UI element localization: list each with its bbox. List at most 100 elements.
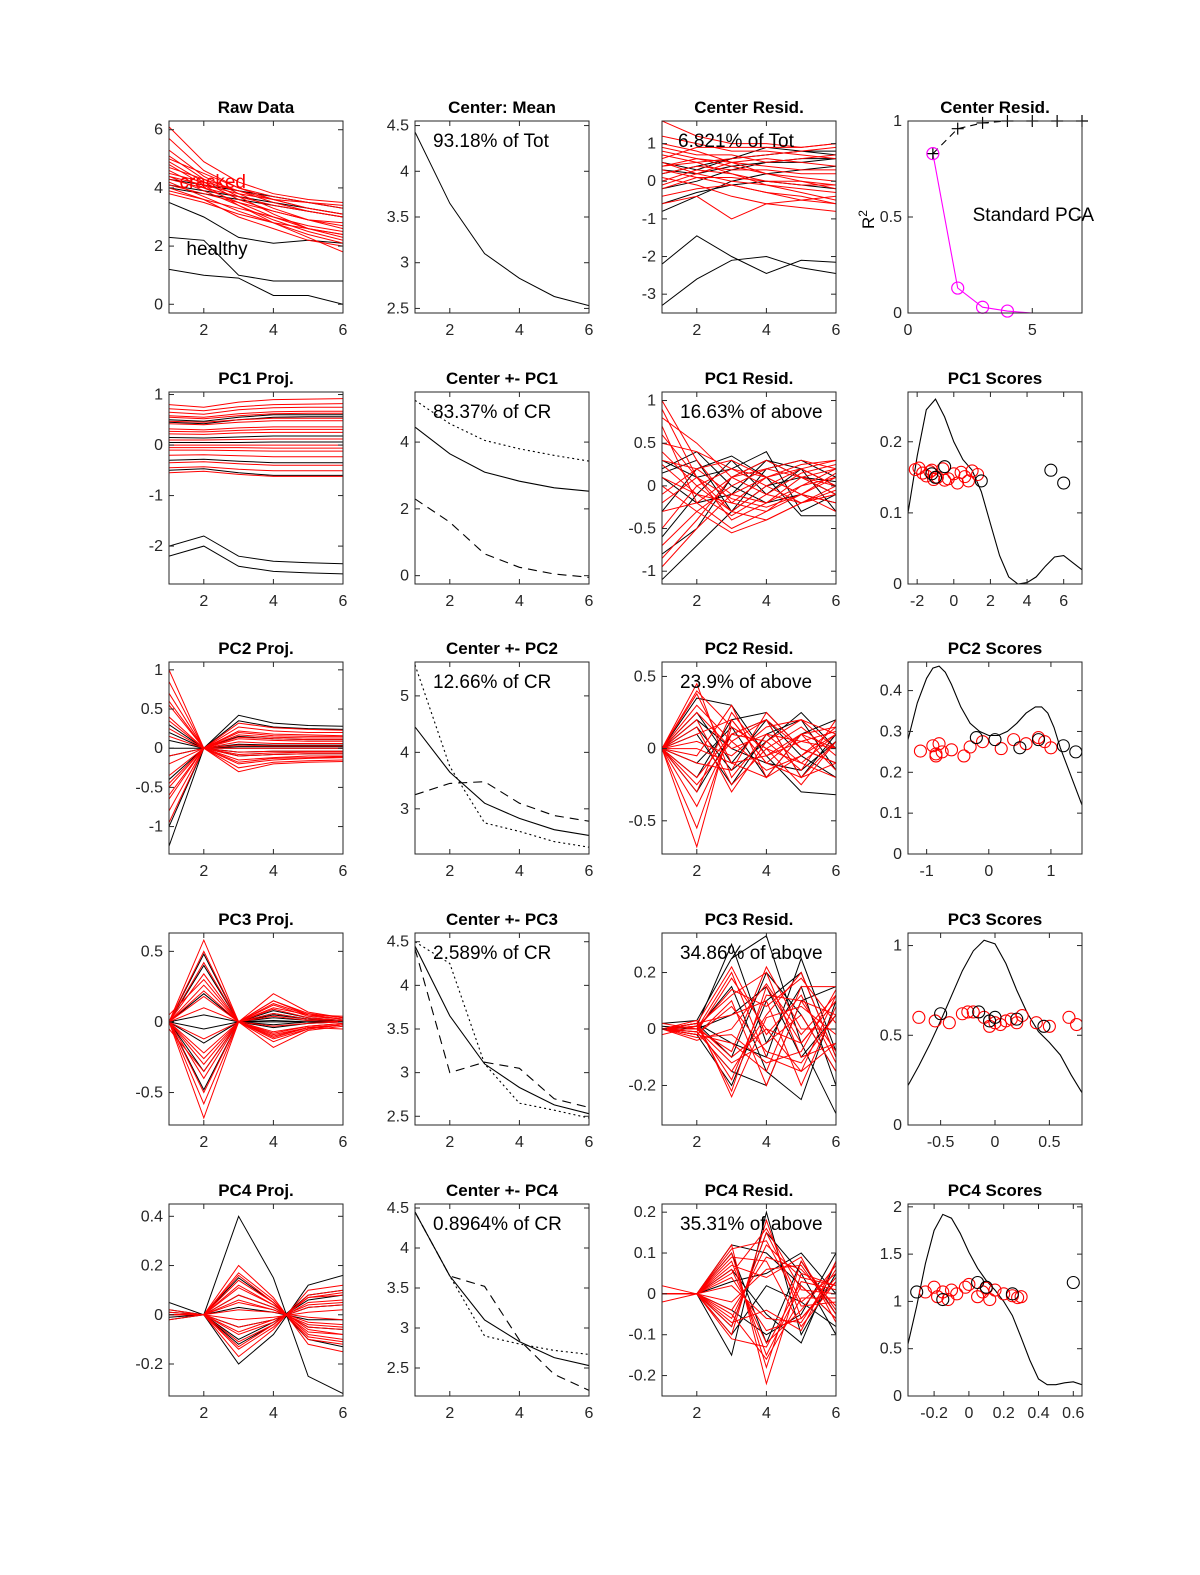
axes-box xyxy=(414,1203,590,1397)
panel-title: PC3 Scores xyxy=(948,910,1043,929)
x-tick-label-1: 4 xyxy=(269,593,278,610)
x-tick-label-0: 2 xyxy=(445,1405,454,1422)
y-tick-label-1: 0.1 xyxy=(880,505,902,522)
score-point-19 xyxy=(938,460,952,474)
axes-box xyxy=(661,1203,837,1397)
series-line-13 xyxy=(169,426,343,431)
series-line-23 xyxy=(662,719,836,786)
score-point-20 xyxy=(1056,739,1070,753)
series-line-6 xyxy=(169,126,343,203)
series-line-12 xyxy=(169,716,343,757)
series-line-21 xyxy=(169,1284,343,1335)
panel-pc1scores: -2 0 2 4 6 0 0.1 0.2 PC1 Scores xyxy=(880,369,1083,610)
y-tick-label-4: 4.5 xyxy=(387,1200,409,1217)
score-point-9 xyxy=(994,742,1008,756)
curve-2 xyxy=(415,1211,589,1391)
y-tick-label-0: 2.5 xyxy=(387,1108,409,1125)
y-tick-label-2: 0 xyxy=(647,1286,656,1303)
y-tick-label-0: -0.2 xyxy=(135,1356,163,1373)
panel-title: PC3 Proj. xyxy=(218,910,294,929)
x-tick-label-1: 0 xyxy=(991,1134,1000,1151)
panel-title: PC3 Resid. xyxy=(705,910,794,929)
score-point-1 xyxy=(927,1280,941,1294)
x-tick-label-0: 2 xyxy=(199,322,208,339)
score-point-20 xyxy=(971,1275,985,1290)
y-tick-label-4: 4.5 xyxy=(387,118,409,135)
plus-marker-0 xyxy=(926,147,939,160)
score-point-6 xyxy=(958,1280,972,1294)
panel-cpc3: 2 4 6 2.5 3 3.5 4 4.5 Center +- PC3 2.589% of CR xyxy=(387,910,594,1151)
score-point-19 xyxy=(972,1005,986,1019)
x-tick-label-2: 6 xyxy=(585,593,594,610)
series-line-24 xyxy=(169,447,343,449)
density-curve xyxy=(908,939,1082,1093)
score-point-18 xyxy=(925,467,939,481)
density-curve xyxy=(908,1213,1082,1386)
axes-box xyxy=(168,932,344,1126)
panel-pc4scores: -0.2 0 0.2 0.4 0.6 0 0.5 1 1.5 2 PC4 Scores xyxy=(880,1181,1085,1422)
score-point-10 xyxy=(1007,733,1021,747)
score-point-18 xyxy=(934,1007,948,1021)
curve-2 xyxy=(415,498,589,578)
panel-pc2proj: 2 4 6 -1 -0.5 0 0.5 1 PC2 Proj. xyxy=(135,639,347,880)
series-line-4 xyxy=(662,455,836,517)
y-tick-label-1: 3 xyxy=(400,1065,409,1082)
y-tick-label-2: 0 xyxy=(154,437,163,454)
series-line-21 xyxy=(169,744,343,757)
series-line-22 xyxy=(169,175,343,209)
panel-pc3scores: -0.5 0 0.5 0 0.5 1 PC3 Scores xyxy=(880,910,1083,1151)
in-plot-label-0: cracked xyxy=(179,172,246,193)
series-line-8 xyxy=(169,398,343,408)
score-point-14 xyxy=(1044,741,1058,755)
series-line-19 xyxy=(169,461,343,466)
series-line-5 xyxy=(169,268,343,305)
plot-area xyxy=(662,682,836,849)
y-tick-label-4: 1 xyxy=(647,393,656,410)
series-line-22 xyxy=(169,978,343,1048)
score-point-6 xyxy=(957,749,971,763)
series-line-3 xyxy=(169,739,343,749)
series-line-17 xyxy=(662,994,836,1081)
score-point-15 xyxy=(971,467,985,482)
curve-1 xyxy=(415,664,589,848)
y-axis-label: R2 xyxy=(856,210,878,229)
x-tick-label-1: 0 xyxy=(964,1405,973,1422)
series-line-24 xyxy=(169,990,343,1023)
panel-pc4resid: 2 4 6 -0.2 -0.1 0 0.1 0.2 PC4 Resid. 35.31% of ab… xyxy=(628,1181,840,1422)
plot-area xyxy=(169,398,343,575)
axes-box xyxy=(414,661,590,855)
score-point-20 xyxy=(928,470,943,484)
plot-area xyxy=(662,400,836,581)
y-tick-label-1: 0 xyxy=(154,1307,163,1324)
x-tick-label-1: 4 xyxy=(269,322,278,339)
axes-box xyxy=(907,1203,1083,1397)
score-point-15 xyxy=(1014,1290,1028,1304)
plot-area xyxy=(415,1211,589,1391)
series-line-20 xyxy=(662,154,836,201)
y-tick-label-0: 0 xyxy=(893,1117,902,1134)
score-point-2 xyxy=(916,466,930,480)
series-line-19 xyxy=(662,177,836,212)
x-tick-label-2: 6 xyxy=(585,322,594,339)
score-point-4 xyxy=(966,1005,980,1019)
y-tick-label-3: 4 xyxy=(400,977,409,994)
plot-area xyxy=(169,669,343,847)
score-point-7 xyxy=(988,1016,1002,1030)
y-tick-label-3: 0.4 xyxy=(141,1208,163,1225)
x-tick-label-2: 6 xyxy=(832,322,841,339)
y-tick-label-1: -0.5 xyxy=(135,779,163,796)
score-point-14 xyxy=(1062,1010,1076,1024)
series-line-21 xyxy=(662,704,836,779)
axes-box xyxy=(414,391,590,585)
x-tick-label-0: -0.2 xyxy=(920,1405,948,1422)
panel-title: Center +- PC3 xyxy=(446,910,558,929)
curve-0 xyxy=(415,426,589,492)
score-point-22 xyxy=(1005,1287,1019,1301)
x-tick-label-0: 2 xyxy=(692,322,701,339)
series-line-20 xyxy=(169,466,343,472)
x-tick-label-1: 0 xyxy=(949,593,958,610)
x-tick-label-1: 4 xyxy=(762,593,771,610)
x-tick-label-1: 5 xyxy=(1028,322,1037,339)
x-tick-label-0: 2 xyxy=(692,1405,701,1422)
circle-marker-3 xyxy=(1000,304,1015,318)
